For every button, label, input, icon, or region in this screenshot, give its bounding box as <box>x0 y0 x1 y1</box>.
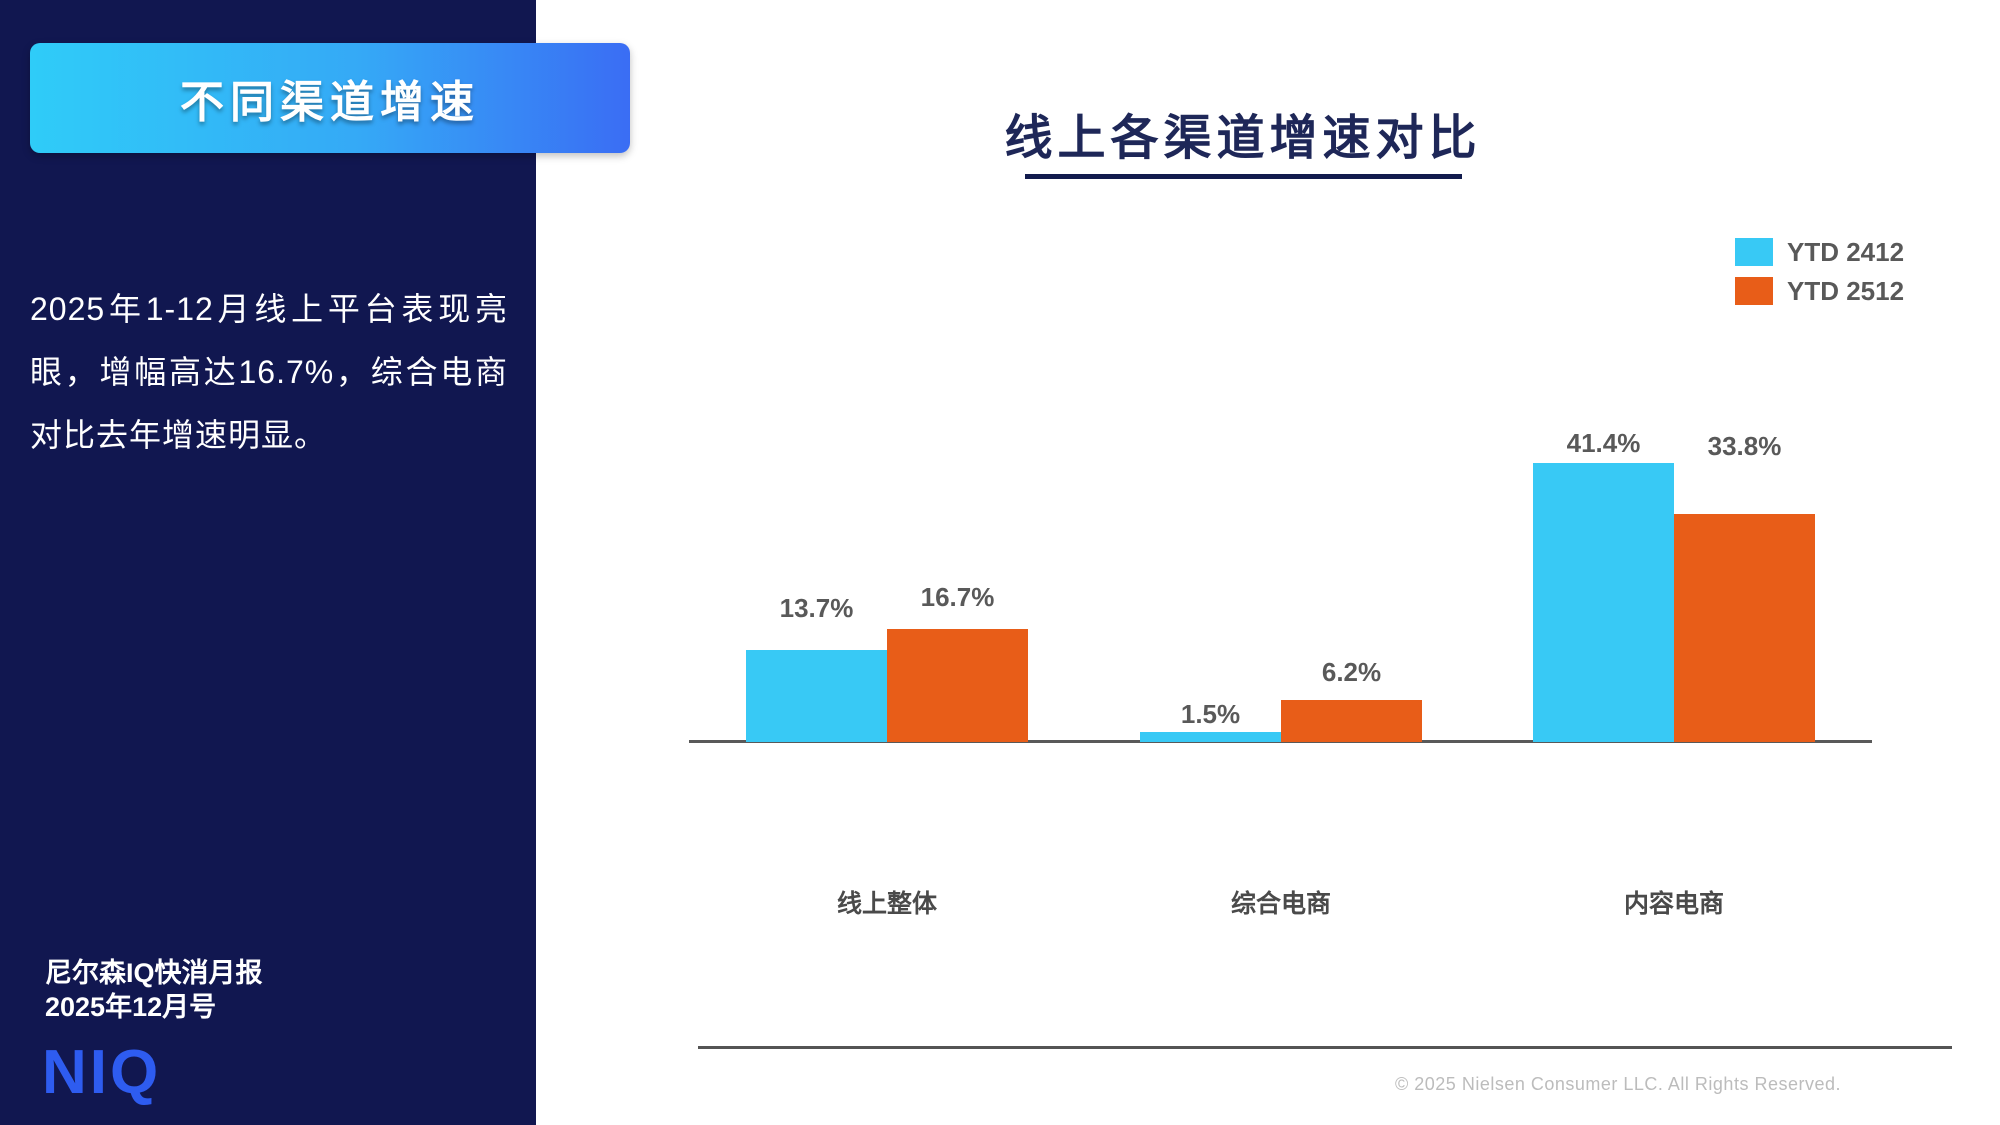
category-label-1: 综合电商 <box>1230 890 1331 918</box>
report-issue: 2025年12月号 <box>45 992 217 1022</box>
bar-value-label: 41.4% <box>1566 428 1641 458</box>
bar-ytd-2412-cat2 <box>1533 463 1674 742</box>
legend-swatch <box>1735 277 1773 305</box>
legend-label: YTD 2412 <box>1787 236 1905 267</box>
copyright-text: © 2025 Nielsen Consumer LLC. All Rights … <box>1395 1074 1841 1094</box>
bar-ytd-2512-cat1 <box>1281 700 1422 742</box>
section-banner-title: 不同渠道增速 <box>180 78 480 127</box>
report-name: 尼尔森IQ快消月报 <box>45 958 263 988</box>
legend-label: YTD 2512 <box>1787 275 1905 306</box>
category-label-2: 内容电商 <box>1623 890 1724 918</box>
bar-ytd-2412-cat1 <box>1140 732 1281 742</box>
section-banner: 不同渠道增速 <box>30 43 630 153</box>
chart-title: 线上各渠道增速对比 <box>1004 112 1482 165</box>
bar-value-label: 16.7% <box>920 582 995 612</box>
category-label-0: 线上整体 <box>836 890 937 918</box>
bar-value-label: 13.7% <box>779 593 854 623</box>
sidebar <box>0 0 536 1125</box>
report-title: 尼尔森IQ快消月报 2025年12月号 <box>45 956 263 1024</box>
sidebar-paragraph: 2025年1-12月线上平台表现亮眼，增幅高达16.7%，综合电商对比去年增速明… <box>30 291 508 453</box>
bar-value-label: 33.8% <box>1707 431 1782 461</box>
niq-logo: NIQ <box>42 1038 162 1107</box>
bar-ytd-2512-cat2 <box>1674 514 1815 742</box>
bar-value-label: 6.2% <box>1321 657 1382 687</box>
legend-row: YTD 2512 <box>1735 275 1905 306</box>
chart-title-underline <box>1025 174 1462 179</box>
legend-swatch <box>1735 238 1773 266</box>
legend: YTD 2412 YTD 2512 <box>1735 236 1905 316</box>
bar-value-label: 1.5% <box>1180 699 1241 729</box>
legend-row: YTD 2412 <box>1735 236 1905 267</box>
footer-divider <box>698 1046 1952 1049</box>
bar-ytd-2412-cat0 <box>746 650 887 742</box>
bar-ytd-2512-cat0 <box>887 629 1028 742</box>
